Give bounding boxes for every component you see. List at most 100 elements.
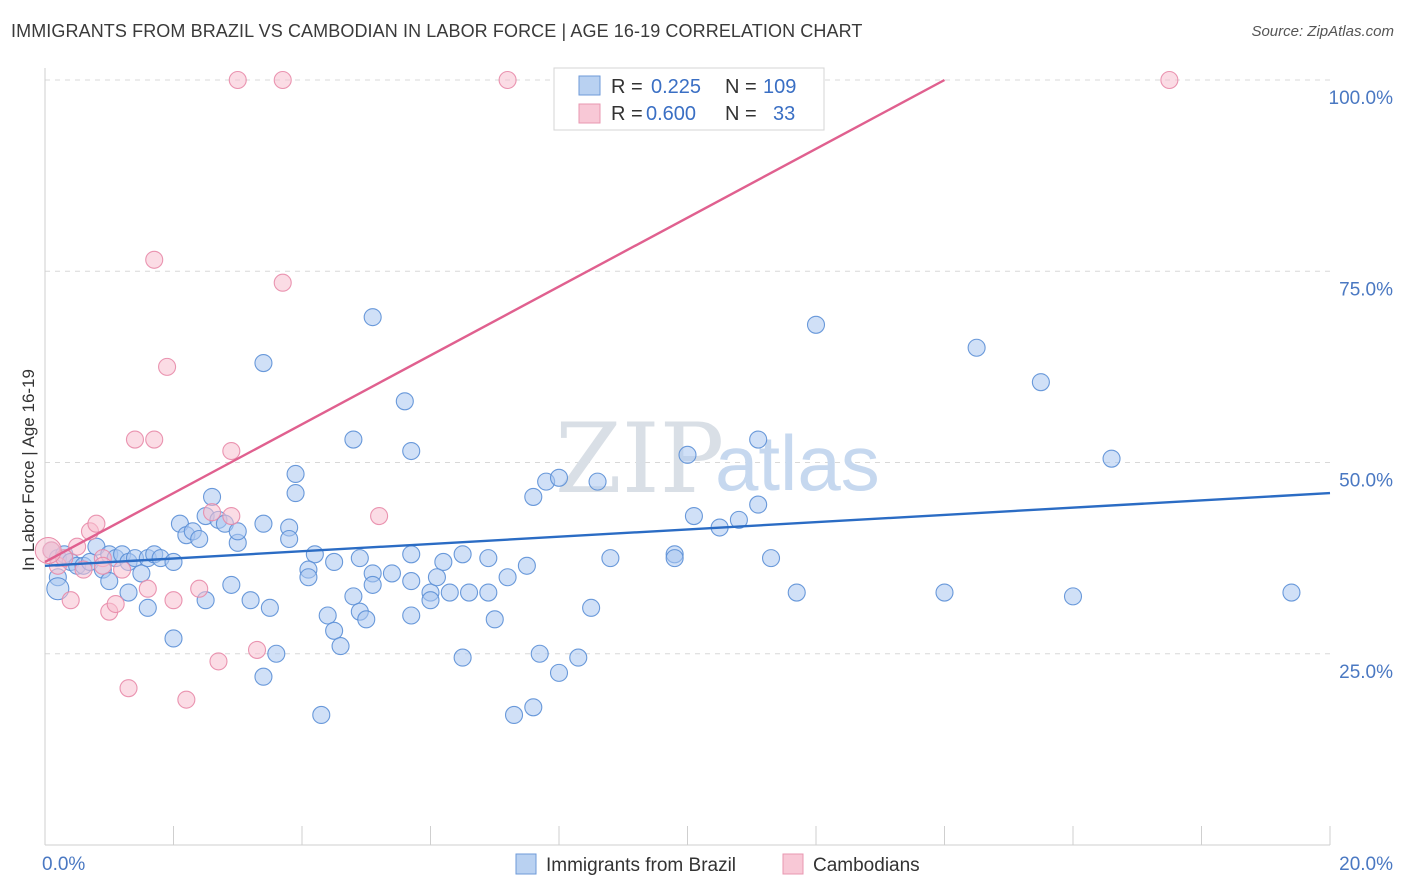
bottom-legend: Immigrants from Brazil Cambodians (515, 853, 920, 876)
brazil-point-75 (504, 705, 524, 725)
cambodian-point-32 (93, 556, 112, 575)
brazil-point-60 (331, 637, 350, 656)
cambodian-point-14 (138, 579, 157, 598)
brazil-point-29 (228, 522, 247, 541)
brazil-point-96 (395, 392, 414, 411)
brazil-point-68 (421, 591, 440, 610)
brazil-point-84 (761, 549, 781, 568)
brazil-point-64 (363, 575, 382, 594)
brazil-point-34 (286, 464, 305, 484)
brazil-point-74 (453, 648, 472, 667)
brazil-point-61 (344, 587, 363, 606)
watermark-atlas: atlas (715, 419, 880, 507)
cambodian-point-19 (177, 690, 196, 709)
bottom-legend-label-brazil: Immigrants from Brazil (546, 855, 736, 876)
brazil-point-37 (299, 568, 318, 587)
legend-box: R = 0.225 N = 109 R = 0.600 N = 33 (553, 67, 825, 131)
trend-lines (44, 78, 1331, 567)
cambodian-point-12 (119, 679, 138, 698)
brazil-point-19 (164, 552, 183, 572)
y-tick-labels: 25.0% 50.0% 75.0% 100.0% (1329, 88, 1394, 683)
brazil-point-41 (382, 564, 402, 583)
brazil-point-33 (286, 484, 305, 503)
cambodian-point-31 (1160, 70, 1179, 90)
brazil-point-47 (517, 556, 536, 575)
brazil-point-51 (164, 629, 183, 648)
brazil-trend-line (44, 491, 1331, 567)
brazil-point-99 (524, 487, 543, 506)
legend-n-value-2: 33 (773, 103, 795, 125)
brazil-point-50 (138, 598, 157, 617)
gridlines (45, 79, 1330, 655)
y-tick-label-2: 75.0% (1339, 279, 1393, 300)
y-tick-label-1: 50.0% (1339, 471, 1393, 492)
brazil-point-43 (434, 552, 453, 572)
cambodian-point-23 (222, 506, 241, 526)
cambodian-point-26 (273, 273, 292, 292)
x-tick-labels: 0.0% 20.0% (42, 854, 1393, 875)
brazil-point-107 (1031, 373, 1050, 392)
brazil-point-79 (569, 648, 588, 667)
brazil-point-76 (524, 698, 543, 717)
brazil-point-92 (1282, 583, 1301, 602)
brazil-point-54 (241, 591, 260, 610)
brazil-point-38 (325, 552, 344, 572)
cambodian-point-29 (498, 70, 517, 90)
y-axis-label: In Labor Force | Age 16-19 (19, 369, 38, 571)
cambodian-point-17 (158, 357, 177, 376)
brazil-point-63 (357, 610, 376, 629)
series-cambodians (34, 70, 1179, 709)
brazil-point-88 (749, 495, 768, 514)
cambodian-point-7 (87, 514, 106, 533)
brazil-point-106 (967, 338, 986, 357)
brazil-point-32 (280, 529, 299, 549)
brazil-point-56 (267, 644, 286, 663)
legend-r-value-1: 0.225 (651, 76, 701, 98)
brazil-point-71 (459, 583, 479, 602)
cambodian-point-18 (164, 591, 183, 610)
brazil-point-87 (729, 510, 748, 529)
brazil-point-81 (601, 549, 620, 568)
brazil-point-30 (254, 514, 273, 533)
brazil-point-42 (402, 545, 421, 564)
brazil-point-73 (485, 610, 504, 629)
cambodian-point-22 (209, 652, 228, 671)
brazil-point-69 (427, 568, 446, 587)
cambodian-trend-line (44, 78, 946, 564)
brazil-point-102 (588, 472, 607, 491)
brazil-point-108 (1102, 449, 1121, 468)
brazil-point-15 (132, 564, 151, 583)
brazil-point-45 (479, 549, 498, 568)
brazil-point-59 (325, 621, 344, 640)
brazil-point-94 (254, 353, 273, 373)
brazil-point-55 (260, 598, 279, 617)
brazil-point-78 (549, 663, 569, 682)
legend-swatch-pink (578, 103, 601, 124)
cambodian-point-13 (125, 430, 144, 449)
x-tick-label-0: 0.0% (42, 854, 85, 875)
chart-title: IMMIGRANTS FROM BRAZIL VS CAMBODIAN IN L… (11, 21, 863, 41)
brazil-point-105 (806, 315, 826, 334)
brazil-point-66 (402, 606, 421, 625)
brazil-point-53 (222, 575, 241, 594)
cambodian-point-30 (370, 506, 389, 526)
watermark-zip: ZIP (555, 403, 724, 515)
bottom-legend-swatch-pink (782, 853, 804, 875)
brazil-point-72 (479, 583, 498, 602)
bottom-legend-swatch-blue (515, 853, 537, 875)
brazil-point-35 (305, 545, 324, 564)
brazil-point-46 (498, 568, 517, 587)
brazil-point-23 (190, 529, 209, 549)
bottom-legend-label-cambodians: Cambodians (813, 855, 920, 876)
cambodian-point-11 (113, 560, 132, 579)
brazil-point-49 (119, 583, 138, 602)
brazil-point-104 (749, 430, 768, 449)
brazil-point-98 (344, 430, 363, 449)
brazil-point-65 (402, 572, 421, 591)
brazil-point-39 (350, 549, 369, 568)
brazil-point-70 (440, 583, 459, 602)
axes (44, 68, 1331, 846)
y-tick-label-0: 25.0% (1339, 662, 1393, 683)
brazil-point-77 (530, 644, 549, 663)
